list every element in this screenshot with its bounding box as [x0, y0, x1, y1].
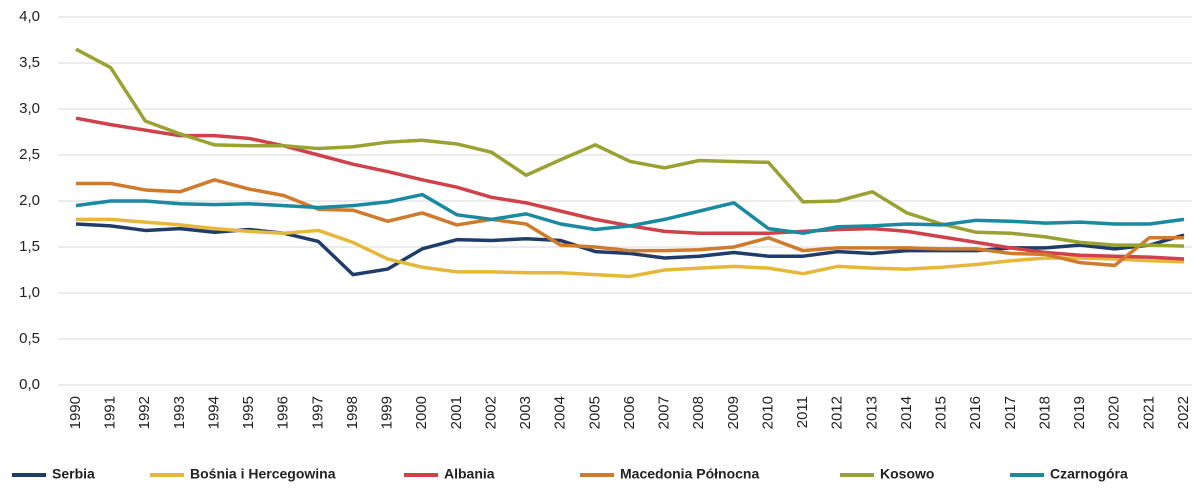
- y-tick-label: 0,0: [19, 376, 40, 393]
- x-tick-label: 1990: [67, 396, 84, 429]
- x-tick-label: 2001: [448, 396, 465, 429]
- series-line: [75, 47, 1185, 248]
- series-line: [75, 192, 1185, 235]
- legend-label: Macedonia Północna: [620, 466, 759, 482]
- legend-label: Czarnogóra: [1050, 466, 1128, 482]
- y-tick-label: 1,0: [19, 284, 40, 301]
- x-tick-label: 2007: [656, 396, 673, 429]
- x-tick-label: 2017: [1002, 396, 1019, 429]
- x-tick-label: 2015: [933, 396, 950, 429]
- x-tick-label: 1995: [240, 396, 257, 429]
- x-tick-label: 2004: [552, 396, 569, 429]
- legend-label: Albania: [444, 466, 495, 482]
- x-tick-label: 1996: [275, 396, 292, 429]
- x-tick-label: 2022: [1175, 396, 1192, 429]
- y-tick-label: 3,0: [19, 100, 40, 117]
- x-tick-label: 2021: [1140, 396, 1157, 429]
- x-tick-label: 1994: [205, 396, 222, 429]
- x-tick-label: 2009: [725, 396, 742, 429]
- y-tick-label: 4,0: [19, 8, 40, 25]
- legend-label: Serbia: [52, 466, 95, 482]
- x-tick-label: 1991: [102, 396, 119, 429]
- x-tick-label: 2019: [1071, 396, 1088, 429]
- y-tick-label: 1,5: [19, 238, 40, 255]
- series-line: [76, 217, 1185, 279]
- x-tick-label: 2002: [482, 396, 499, 429]
- x-tick-label: 1992: [136, 396, 153, 429]
- x-tick-label: 2008: [690, 396, 707, 429]
- y-tick-label: 2,5: [19, 146, 40, 163]
- y-tick-label: 0,5: [19, 330, 40, 347]
- x-tick-label: 2016: [967, 396, 984, 429]
- x-tick-label: 2020: [1106, 396, 1123, 429]
- legend-label: Kosowo: [880, 466, 934, 482]
- x-tick-label: 2005: [586, 396, 603, 429]
- y-tick-label: 3,5: [19, 54, 40, 71]
- x-tick-label: 2018: [1036, 396, 1053, 429]
- x-tick-label: 2013: [863, 396, 880, 429]
- x-tick-label: 1998: [344, 396, 361, 429]
- y-tick-label: 2,0: [19, 192, 40, 209]
- legend-label: Bośnia i Hercegowina: [190, 466, 336, 482]
- x-tick-label: 2006: [621, 396, 638, 429]
- x-tick-label: 2011: [794, 396, 811, 428]
- x-tick-label: 2012: [829, 396, 846, 429]
- x-tick-label: 1999: [379, 396, 396, 429]
- x-tick-label: 2010: [759, 396, 776, 429]
- x-tick-label: 2000: [413, 396, 430, 429]
- x-tick-label: 1993: [171, 396, 188, 429]
- x-tick-label: 1997: [309, 396, 326, 429]
- x-tick-label: 2014: [898, 396, 915, 429]
- series-line: [76, 178, 1184, 268]
- x-tick-label: 2003: [517, 396, 534, 429]
